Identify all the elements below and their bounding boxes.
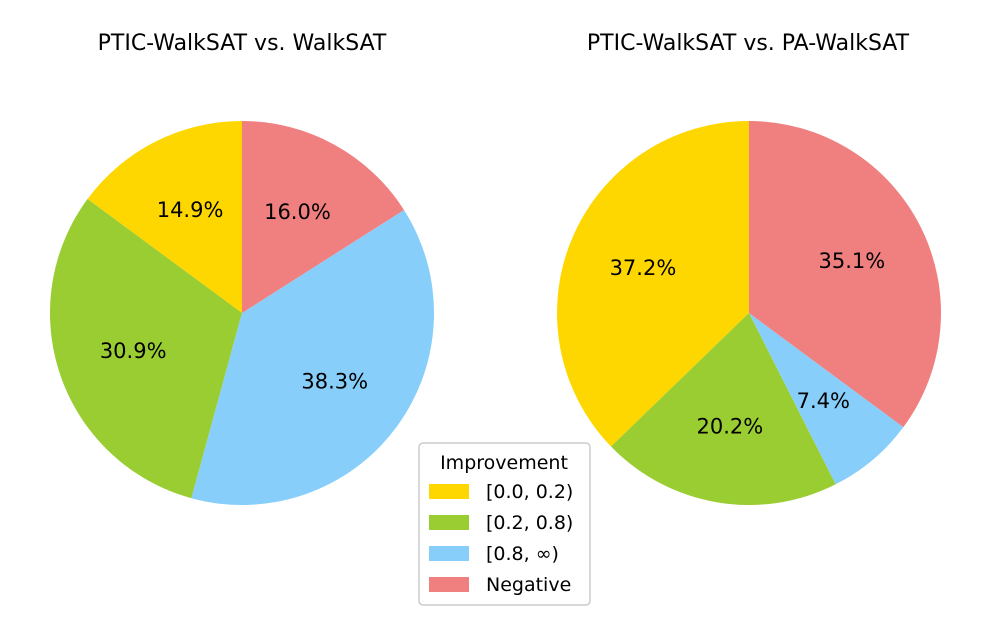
- pie-chart-right: PTIC-WalkSAT vs. PA-WalkSAT 37.2% 20.2% 7.…: [557, 31, 942, 505]
- pie-slice-left-red-negative: [242, 121, 405, 313]
- legend-item-negative-label: Negative: [486, 574, 571, 596]
- chart-title-left: PTIC-WalkSAT vs. WalkSAT: [98, 31, 387, 56]
- pie-slice-right-yellow-range-0-0.2: [557, 121, 749, 447]
- pie-slice-right-red-negative: [749, 121, 942, 428]
- pie-label-right-green-range-0.2-0.8: 20.2%: [697, 415, 764, 439]
- legend-item-0.2-0.8-swatch: [429, 515, 469, 530]
- legend-item-0.2-0.8-label: [0.2, 0.8): [486, 512, 573, 534]
- legend-box: [418, 442, 591, 606]
- pie-slice-left-yellow-range-0-0.2: [87, 121, 242, 313]
- pie-label-right-red-negative: 35.1%: [819, 249, 886, 273]
- legend: Improvement [0.0, 0.2) [0.2, 0.8) [0.8, ∞)…: [418, 442, 591, 606]
- pie-label-right-blue-range-0.8-inf: 7.4%: [797, 389, 850, 413]
- legend-item-0.8-inf-label: [0.8, ∞): [486, 543, 559, 565]
- legend-item-negative-swatch: [429, 577, 469, 592]
- pie-label-left-red-negative: 16.0%: [264, 200, 331, 224]
- pie-slice-right-green-range-0.2-0.8: [611, 313, 836, 505]
- pie-label-left-green-range-0.2-0.8: 30.9%: [100, 339, 167, 363]
- legend-item-0-0.2-swatch: [429, 484, 469, 499]
- pie-slice-right-blue-range-0.8-inf: [749, 313, 904, 485]
- chart-title-right: PTIC-WalkSAT vs. PA-WalkSAT: [587, 31, 910, 56]
- pie-chart-left: PTIC-WalkSAT vs. WalkSAT 14.9% 30.9% 38.3%…: [49, 31, 435, 506]
- pie-label-right-yellow-range-0-0.2: 37.2%: [610, 256, 677, 280]
- legend-item-0.8-inf-swatch: [429, 546, 469, 561]
- pie-slice-left-blue-range-0.8-inf: [191, 209, 435, 506]
- pie-label-left-yellow-range-0-0.2: 14.9%: [157, 198, 224, 222]
- legend-title: Improvement: [440, 452, 568, 474]
- pie-label-left-blue-range-0.8-inf: 38.3%: [301, 369, 368, 393]
- pie-slice-left-green-range-0.2-0.8: [49, 199, 242, 499]
- legend-item-0-0.2-label: [0.0, 0.2): [486, 481, 573, 503]
